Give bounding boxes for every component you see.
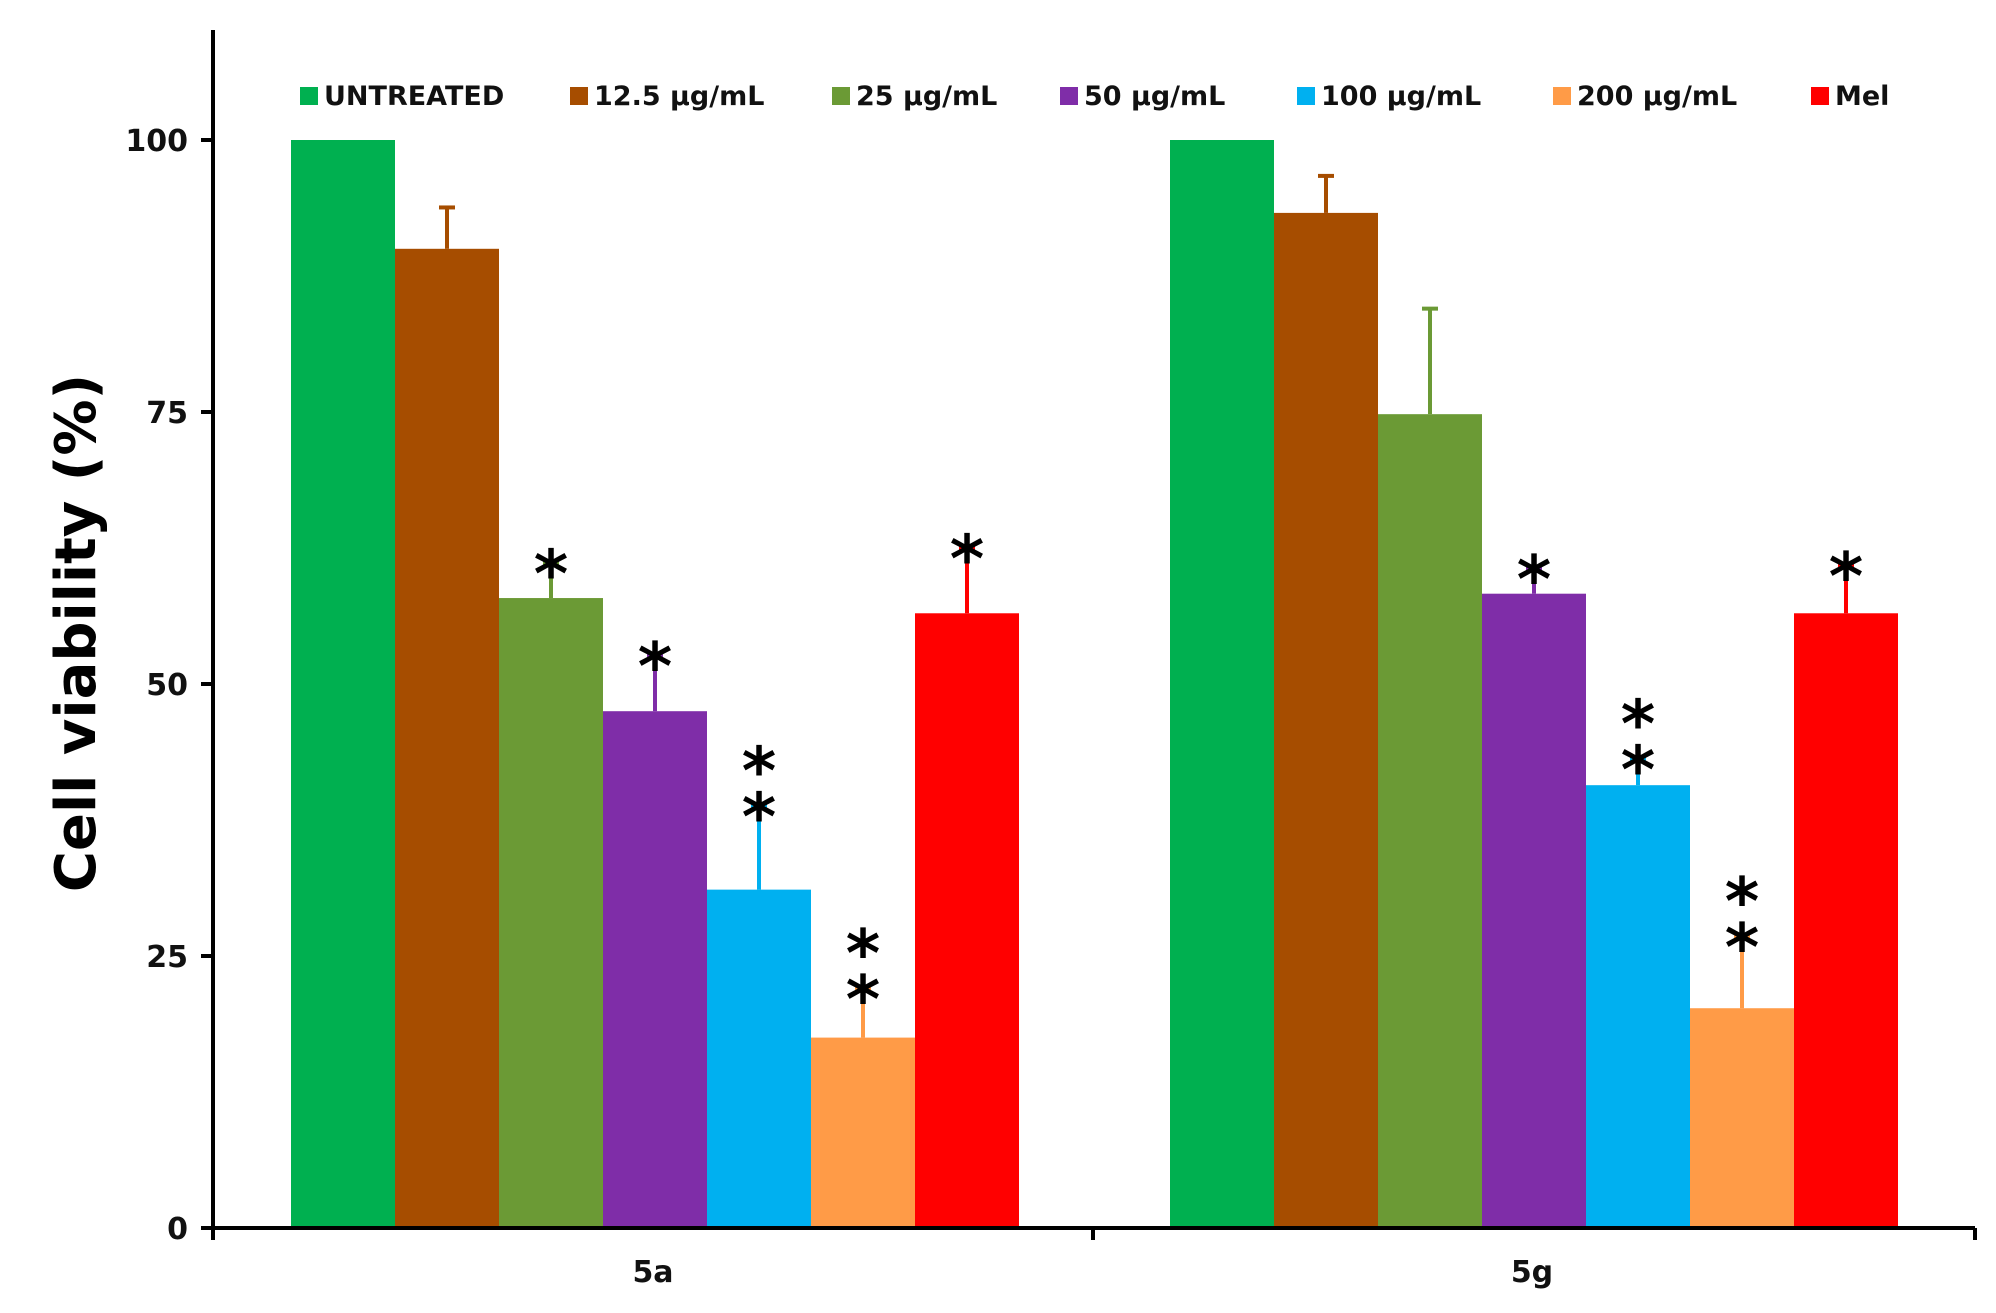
bar-5g-25-g-ml xyxy=(1378,414,1482,1228)
legend-item-untreated: UNTREATED xyxy=(300,81,504,112)
significance-marker-5a-mel: * xyxy=(950,521,985,598)
legend-item-12-5-g-ml: 12.5 μg/mL xyxy=(570,81,764,112)
bar-5g-12-5-g-ml xyxy=(1274,212,1378,1228)
y-tick-label: 25 xyxy=(146,940,188,975)
bar-5a-mel xyxy=(915,613,1019,1228)
bar-5a-25-g-ml xyxy=(499,598,603,1228)
legend-item-25-g-ml: 25 μg/mL xyxy=(832,81,997,112)
legend-swatch xyxy=(1553,87,1571,105)
significance-marker-5a-200-g-ml: * xyxy=(846,916,881,993)
bar-5g-100-g-ml xyxy=(1586,785,1690,1228)
legend-label: Mel xyxy=(1835,81,1889,112)
legend-swatch xyxy=(1811,87,1829,105)
legend-swatch xyxy=(570,87,588,105)
y-tick-label: 0 xyxy=(167,1212,188,1247)
significance-marker-5a-100-g-ml: * xyxy=(742,779,777,856)
bar-5a-100-g-ml xyxy=(707,889,811,1228)
legend-label: 50 μg/mL xyxy=(1084,81,1225,112)
significance-marker-5g-mel: * xyxy=(1829,538,1864,615)
bar-5a-untreated xyxy=(291,140,395,1228)
significance-marker-5g-200-g-ml: * xyxy=(1725,909,1760,986)
significance-marker-5g-100-g-ml: * xyxy=(1621,686,1656,763)
x-category-label-5a: 5a xyxy=(632,1255,673,1290)
legend-item-100-g-ml: 100 μg/mL xyxy=(1297,81,1481,112)
legend-item-mel: Mel xyxy=(1811,81,1889,112)
y-tick-label: 75 xyxy=(146,396,188,431)
legend-label: 200 μg/mL xyxy=(1577,81,1737,112)
significance-marker-5g-50-g-ml: * xyxy=(1517,542,1552,619)
y-tick-label: 50 xyxy=(146,668,188,703)
bar-5g-200-g-ml xyxy=(1690,1008,1794,1228)
significance-marker-5a-100-g-ml: * xyxy=(742,733,777,810)
significance-marker-5g-200-g-ml: * xyxy=(1725,863,1760,940)
legend-swatch xyxy=(832,87,850,105)
legend-swatch xyxy=(1297,87,1315,105)
bar-5g-untreated xyxy=(1170,140,1274,1228)
significance-marker-5g-100-g-ml: * xyxy=(1621,732,1656,809)
significance-marker-5a-200-g-ml: * xyxy=(846,962,881,1039)
legend-item-200-g-ml: 200 μg/mL xyxy=(1553,81,1737,112)
legend-label: 12.5 μg/mL xyxy=(594,81,764,112)
legend-item-50-g-ml: 50 μg/mL xyxy=(1060,81,1225,112)
y-axis-title: Cell viability (%) xyxy=(44,374,109,892)
y-tick-label: 100 xyxy=(125,124,188,159)
bar-5g-50-g-ml xyxy=(1482,593,1586,1228)
significance-marker-5a-25-g-ml: * xyxy=(534,536,569,613)
legend-swatch xyxy=(1060,87,1078,105)
bar-5a-200-g-ml xyxy=(811,1037,915,1228)
legend-label: UNTREATED xyxy=(324,81,504,112)
x-category-label-5g: 5g xyxy=(1511,1255,1553,1290)
legend-label: 100 μg/mL xyxy=(1321,81,1481,112)
legend-swatch xyxy=(300,87,318,105)
legend-label: 25 μg/mL xyxy=(856,81,997,112)
bar-5a-50-g-ml xyxy=(603,711,707,1228)
bar-5g-mel xyxy=(1794,613,1898,1228)
significance-marker-5a-50-g-ml: * xyxy=(638,629,673,706)
bar-5a-12-5-g-ml xyxy=(395,248,499,1229)
